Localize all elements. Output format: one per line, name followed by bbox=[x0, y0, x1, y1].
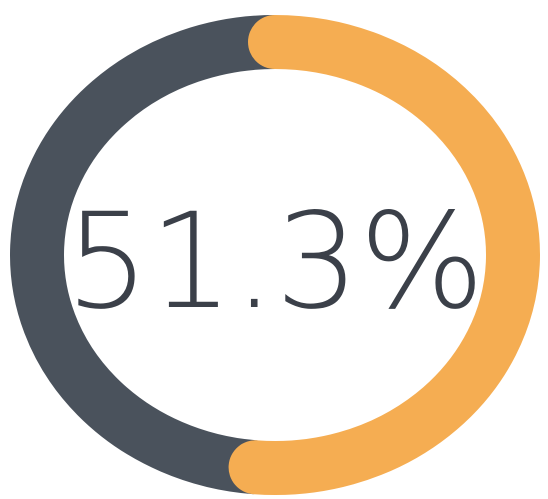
donut-segment bbox=[10, 15, 276, 495]
donut bbox=[10, 15, 540, 495]
center-label: 51.3% bbox=[65, 185, 484, 339]
donut-segment bbox=[228, 15, 540, 495]
